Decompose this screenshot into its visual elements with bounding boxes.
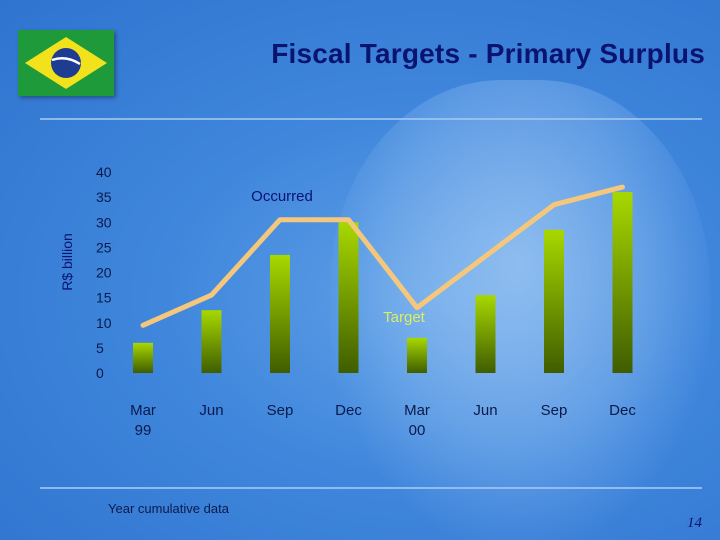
footer-divider xyxy=(40,487,702,489)
x-tick-label: Sep xyxy=(267,402,294,419)
y-tick-label: 10 xyxy=(96,315,112,331)
bar-occurred xyxy=(270,254,290,373)
title-divider xyxy=(40,118,702,120)
bar-occurred xyxy=(201,310,222,373)
brazil-flag-icon xyxy=(18,30,114,96)
y-tick-label: 20 xyxy=(96,265,112,281)
y-axis-label: R$ billion xyxy=(59,233,75,291)
bar-occurred xyxy=(407,337,427,373)
x-tick-label: Mar xyxy=(130,402,156,419)
y-tick-label: 15 xyxy=(96,290,112,306)
bar-occurred xyxy=(475,295,496,373)
annotation-occurred: Occurred xyxy=(251,188,313,205)
annotation-target: Target xyxy=(383,309,426,326)
page-title: Fiscal Targets - Primary Surplus xyxy=(271,38,705,69)
target-line xyxy=(140,184,625,328)
x-tick-label: 99 xyxy=(135,422,152,439)
bar-occurred xyxy=(133,342,153,373)
x-tick-label: Sep xyxy=(541,402,568,419)
page-number: 14 xyxy=(687,515,702,531)
y-tick-label: 30 xyxy=(96,214,112,230)
x-tick-label: Dec xyxy=(335,402,362,419)
x-tick-label: Jun xyxy=(199,402,223,419)
x-tick-label: Dec xyxy=(609,402,636,419)
bar-occurred xyxy=(338,222,359,373)
bar-occurred xyxy=(544,229,564,373)
x-tick-label: Jun xyxy=(473,402,497,419)
y-tick-label: 0 xyxy=(96,365,104,381)
x-tick-label: Mar xyxy=(404,402,430,419)
x-tick-label: 00 xyxy=(409,422,426,439)
y-tick-label: 35 xyxy=(96,189,112,205)
bar-occurred xyxy=(612,192,633,373)
footnote: Year cumulative data xyxy=(108,501,229,516)
y-tick-label: 40 xyxy=(96,164,112,180)
y-tick-label: 5 xyxy=(96,340,104,356)
y-tick-label: 25 xyxy=(96,239,112,255)
